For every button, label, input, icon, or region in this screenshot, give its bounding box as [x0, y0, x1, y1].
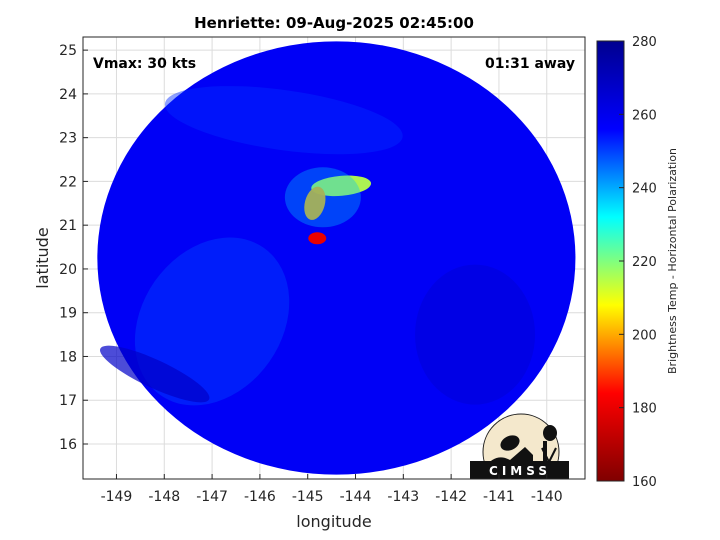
chart-title: Henriette: 09-Aug-2025 02:45:00	[194, 14, 474, 32]
y-tick-label: 20	[59, 262, 77, 278]
convection-halo	[284, 167, 361, 228]
x-tick-label: -146	[244, 489, 276, 505]
vmax-label: Vmax: 30 kts	[93, 56, 196, 72]
swath-feature	[164, 86, 403, 155]
y-tick-label: 25	[59, 43, 77, 59]
colorbar-tick-label: 220	[632, 255, 657, 270]
colorbar-tick-label: 260	[632, 108, 657, 123]
y-tick-label: 17	[59, 393, 77, 409]
y-tick-label: 21	[59, 218, 77, 234]
x-tick-label: -140	[531, 489, 563, 505]
y-tick-label: 18	[59, 349, 77, 365]
x-tick-label: -147	[196, 489, 228, 505]
colorbar-tick-label: 180	[632, 402, 657, 417]
swath-feature	[100, 345, 210, 403]
colorbar-ticks: 160 180 200 220 240 260 280	[619, 35, 657, 490]
y-tick-label: 16	[59, 437, 77, 453]
x-axis: -149 -148 -147 -146 -145 -144 -143 -142 -141 -140	[101, 474, 563, 505]
y-axis-label: latitude	[33, 227, 52, 288]
x-tick-label: -144	[340, 489, 372, 505]
swath-feature	[311, 175, 372, 197]
x-tick-label: -143	[387, 489, 419, 505]
colorbar-tick-label: 280	[632, 35, 657, 50]
x-tick-label: -145	[292, 489, 324, 505]
plot-frame	[82, 36, 586, 480]
x-tick-label: -148	[148, 489, 180, 505]
logo-text: CIMSS	[489, 464, 551, 478]
swath-feature	[308, 232, 327, 245]
colorbar-label: Brightness Temp - Horizontal Polarizatio…	[666, 148, 679, 374]
y-tick-label: 19	[59, 306, 77, 322]
y-tick-label: 24	[59, 87, 77, 103]
x-axis-label: longitude	[296, 512, 371, 531]
swath-feature	[134, 237, 290, 406]
x-tick-label: -149	[101, 489, 133, 505]
colorbar-tick-label: 200	[632, 328, 657, 343]
swath-base	[97, 41, 576, 475]
swath-feature	[415, 264, 536, 405]
y-tick-label: 22	[59, 174, 77, 190]
y-axis: 16 17 18 19 20 21 22 23 24 25	[59, 43, 88, 453]
x-tick-label: -141	[483, 489, 515, 505]
away-label: 01:31 away	[485, 56, 575, 72]
x-tick-label: -142	[435, 489, 467, 505]
colorbar-tick-label: 240	[632, 182, 657, 197]
swath-feature	[304, 186, 326, 220]
y-tick-label: 23	[59, 131, 77, 147]
colorbar-tick-label: 160	[632, 475, 657, 490]
cimss-logo: CIMSS	[470, 413, 569, 479]
